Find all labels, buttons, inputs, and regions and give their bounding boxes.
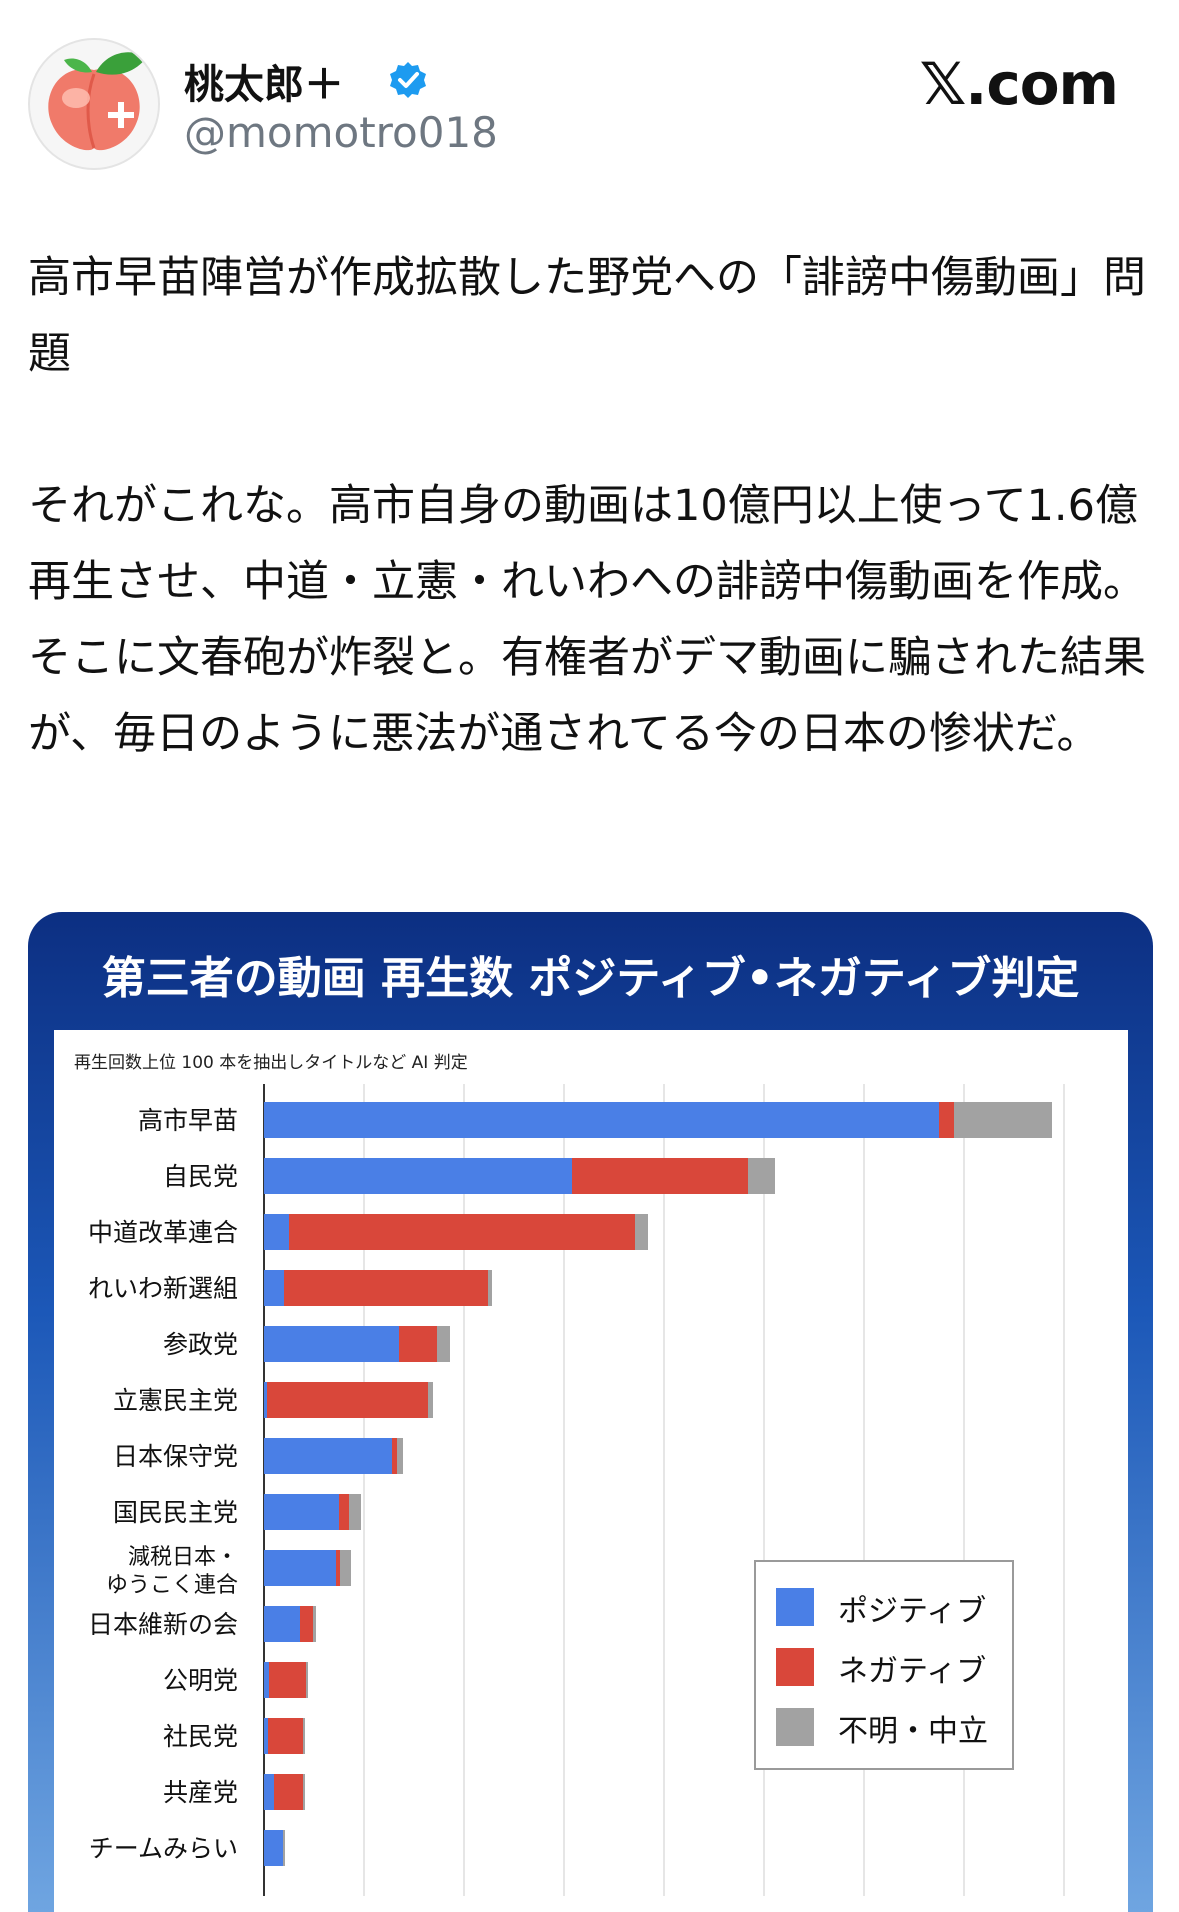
bar-segment	[488, 1270, 492, 1306]
category-label: 立憲民主党	[113, 1386, 238, 1415]
bar-segment	[397, 1438, 403, 1474]
category-label: 国民民主党	[113, 1498, 238, 1527]
bar-segment	[283, 1830, 285, 1866]
post-paragraph: 高市早苗陣営が作成拡散した野党への「誹謗中傷動画」問題	[28, 253, 1146, 379]
category-label: 日本維新の会	[88, 1610, 238, 1639]
bar-segment	[336, 1550, 340, 1586]
bar-segment	[635, 1214, 648, 1250]
legend-swatch	[776, 1648, 814, 1686]
bar-segment	[349, 1494, 361, 1530]
peach-icon	[30, 40, 158, 168]
bar-segment	[300, 1606, 313, 1642]
chart-title: 第三者の動画 再生数 ポジティブ•ネガティブ判定	[101, 953, 1080, 1004]
avatar[interactable]	[28, 38, 160, 170]
legend-swatch	[776, 1588, 814, 1626]
bar-segment	[264, 1718, 268, 1754]
bar-segment	[264, 1606, 300, 1642]
category-label: 減税日本・ゆうこく連合	[106, 1545, 238, 1598]
bar-segment	[437, 1326, 450, 1362]
bar-segment	[284, 1270, 488, 1306]
legend-label: ポジティブ	[838, 1594, 987, 1629]
bar-segment	[303, 1718, 305, 1754]
bar-segment	[289, 1214, 635, 1250]
bar-segment	[264, 1158, 572, 1194]
bar-chart: 高市早苗自民党中道改革連合れいわ新選組参政党立憲民主党日本保守党国民民主党減税日…	[88, 1084, 1065, 1896]
bar-segment	[264, 1774, 274, 1810]
bar-segment	[392, 1438, 397, 1474]
chart-panel: 高市早苗自民党中道改革連合 れいわ新選組参政党立憲民主党日本保守党国民民主党減税日…	[54, 1030, 1128, 1912]
bar-segment	[264, 1830, 283, 1866]
category-label: 公明党	[163, 1666, 238, 1695]
post-paragraph: それがこれな。高市自身の動画は10億円以上使って1.6億再生させ、中道・立憲・れ…	[28, 481, 1146, 759]
bar-segment	[268, 1718, 303, 1754]
bar-segment	[264, 1214, 289, 1250]
bar-segment	[264, 1550, 336, 1586]
bar-segment	[264, 1326, 399, 1362]
bar-segment	[340, 1550, 351, 1586]
chart-legend: ポジティブ ネガティブ 不明・中立	[754, 1560, 1014, 1770]
bar-segment	[339, 1494, 349, 1530]
bar-segment	[264, 1662, 269, 1698]
bar-segment	[269, 1662, 306, 1698]
verified-badge-icon	[390, 62, 426, 98]
category-label: チームみらい	[89, 1834, 238, 1863]
bar-segment	[264, 1494, 339, 1530]
bar-segment	[306, 1662, 308, 1698]
bar-segment	[264, 1270, 284, 1306]
bar-segment	[954, 1102, 1052, 1138]
bar-segment	[264, 1438, 392, 1474]
category-label: れいわ新選組	[88, 1274, 238, 1303]
bar-segment	[264, 1382, 267, 1418]
bar-segment	[572, 1158, 748, 1194]
bar-segment	[303, 1774, 305, 1810]
category-label: 社民党	[163, 1722, 238, 1751]
user-handle[interactable]: @momotro018	[184, 108, 498, 157]
post-text: 高市早苗陣営が作成拡散した野党への「誹謗中傷動画」問題 それがこれな。高市自身の…	[28, 240, 1158, 772]
bar-segment	[264, 1102, 939, 1138]
bar-segment	[313, 1606, 316, 1642]
legend-swatch	[776, 1708, 814, 1746]
category-label: 日本保守党	[113, 1442, 238, 1471]
chart-note: 再生回数上位 100 本を抽出しタイトルなど AI 判定	[74, 1053, 468, 1073]
category-label: 高市早苗	[138, 1106, 238, 1135]
legend-label: ネガティブ	[838, 1654, 987, 1689]
bar-segment	[399, 1326, 437, 1362]
bar-segment	[428, 1382, 433, 1418]
bar-segment	[939, 1102, 954, 1138]
category-label: 共産党	[163, 1778, 238, 1807]
user-name[interactable]: 桃太郎＋	[184, 62, 344, 108]
category-label: 中道改革連合	[88, 1218, 238, 1247]
category-label: 参政党	[163, 1330, 238, 1359]
legend-label: 不明・中立	[838, 1714, 988, 1749]
attached-image[interactable]: 第三者の動画 再生数 ポジティブ•ネガティブ判定 高市早苗自民党中道改革連合 れい…	[28, 912, 1153, 1912]
post-header: 桃太郎＋ @momotro018 𝕏.com	[28, 38, 1158, 178]
site-logo: 𝕏.com	[919, 50, 1119, 118]
bar-segment	[274, 1774, 303, 1810]
bar-segment	[267, 1382, 428, 1418]
category-label: 自民党	[163, 1162, 238, 1191]
bar-segment	[748, 1158, 775, 1194]
